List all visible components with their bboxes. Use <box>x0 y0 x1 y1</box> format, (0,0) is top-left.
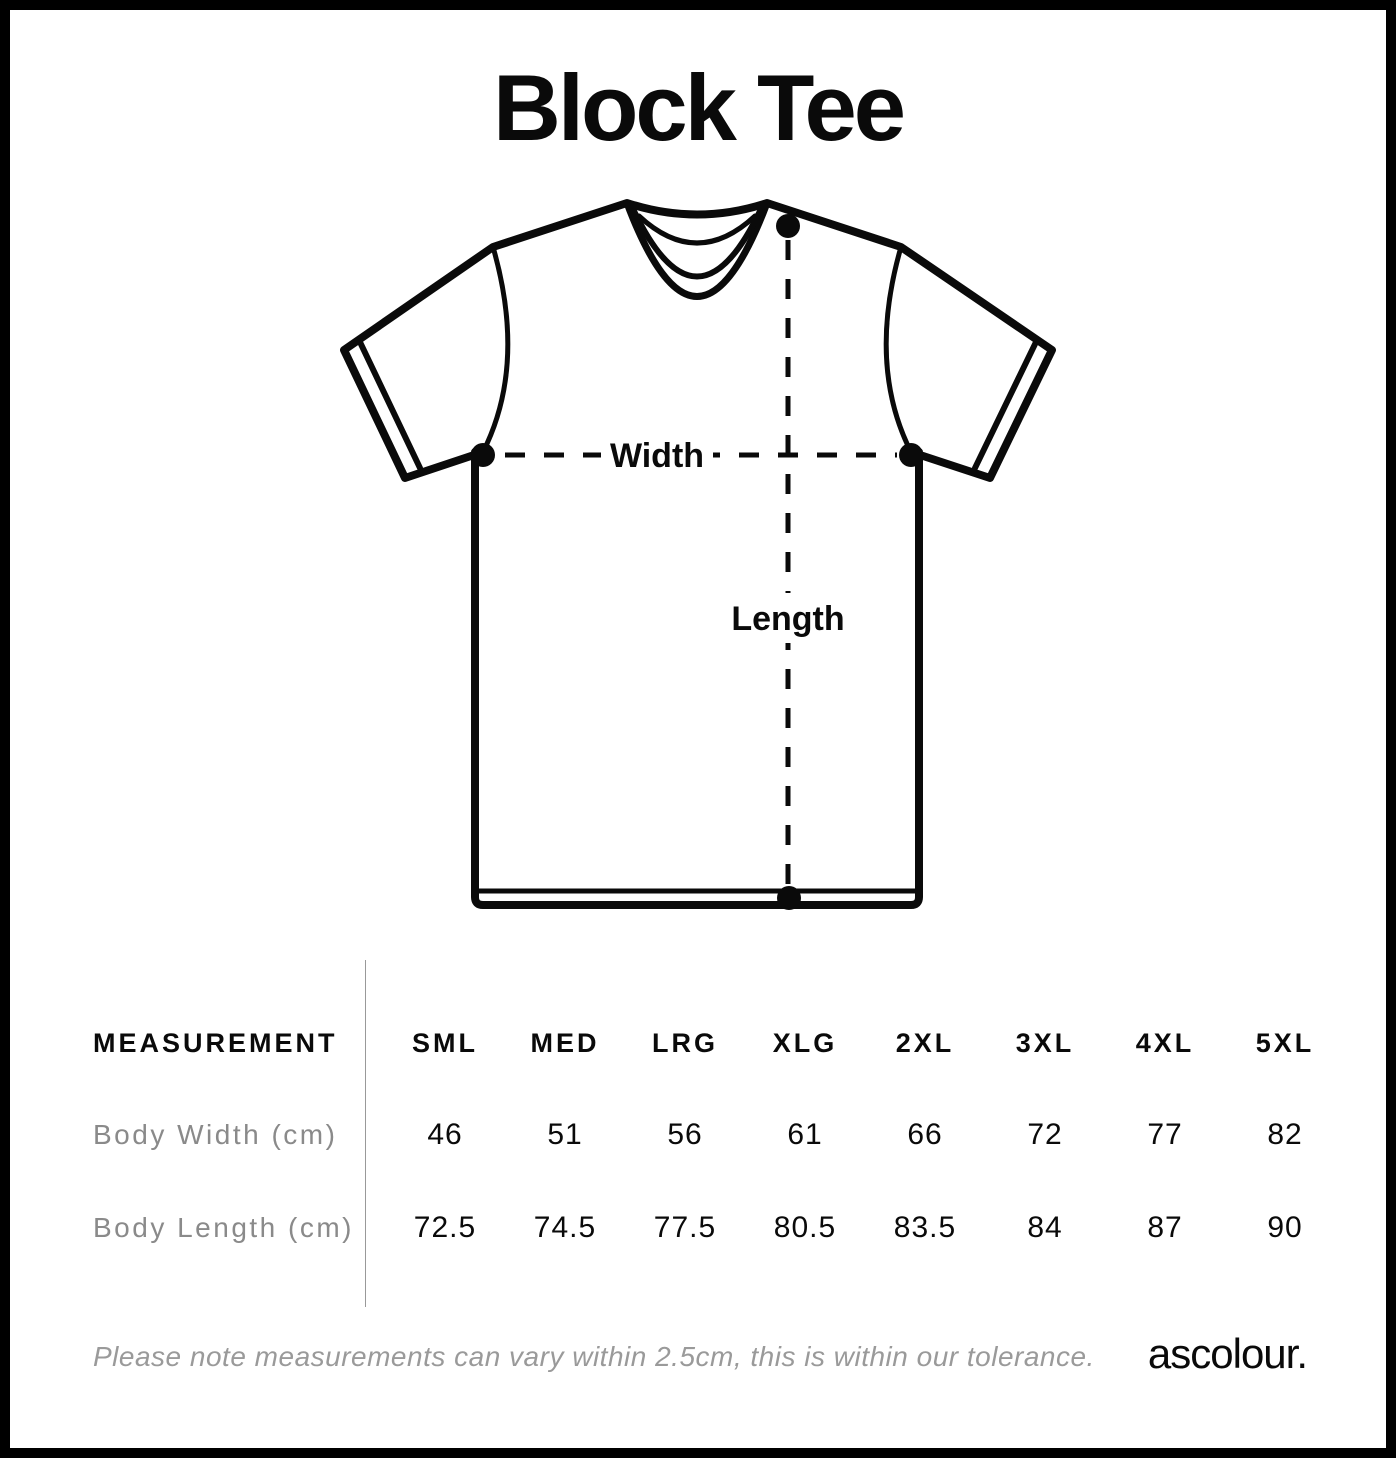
body-length-row: 72.5 74.5 77.5 80.5 83.5 84 87 90 <box>385 1208 1345 1248</box>
body-length-value-5xl: 90 <box>1267 1211 1303 1244</box>
body-length-value-4xl: 87 <box>1147 1211 1183 1244</box>
shoulder-dot <box>776 214 800 238</box>
body-width-value-sml: 46 <box>427 1118 463 1151</box>
page-title: Block Tee <box>492 55 906 160</box>
right-armpit-dot <box>899 443 923 467</box>
body-length-value-med: 74.5 <box>533 1211 597 1244</box>
length-label: Length <box>731 600 844 638</box>
width-label-backplate <box>601 431 713 479</box>
brand-logo: ascolour. <box>1147 1330 1308 1377</box>
body-width-row: 46 51 56 61 66 72 77 82 <box>385 1115 1345 1155</box>
size-column-header-3xl: 3XL <box>1015 1028 1075 1058</box>
width-label: Width <box>610 437 704 475</box>
body-length-value-lrg: 77.5 <box>653 1211 717 1244</box>
left-cuff-line <box>356 337 423 471</box>
size-header-row: SML MED LRG XLG 2XL 3XL 4XL 5XL <box>385 1023 1345 1063</box>
body-length-value-3xl: 84 <box>1027 1211 1063 1244</box>
tee-outline <box>340 199 1056 909</box>
left-armhole-seam <box>480 244 511 455</box>
body-length-value-2xl: 83.5 <box>893 1211 957 1244</box>
size-column-header-4xl: 4XL <box>1135 1028 1195 1058</box>
right-cuff-line <box>972 337 1040 471</box>
collar-rib-curve <box>631 208 763 280</box>
body-width-value-5xl: 82 <box>1267 1118 1303 1151</box>
left-armpit-dot <box>471 443 495 467</box>
body-width-value-med: 51 <box>547 1118 583 1151</box>
size-column-header-lrg: LRG <box>652 1028 718 1058</box>
measurement-column-header: MEASUREMENT <box>93 1028 338 1058</box>
tolerance-note: Please note measurements can vary within… <box>93 1341 1095 1372</box>
size-column-header-2xl: 2XL <box>895 1028 955 1058</box>
body-width-value-lrg: 56 <box>667 1118 703 1151</box>
size-column-header-sml: SML <box>412 1028 478 1058</box>
body-width-value-xlg: 61 <box>787 1118 823 1151</box>
size-column-header-med: MED <box>530 1028 600 1058</box>
length-label-backplate <box>722 593 855 643</box>
size-column-header-xlg: XLG <box>772 1028 838 1058</box>
body-length-value-xlg: 80.5 <box>773 1211 837 1244</box>
body-width-value-2xl: 66 <box>907 1118 943 1151</box>
body-length-value-sml: 72.5 <box>413 1211 477 1244</box>
body-width-value-4xl: 77 <box>1147 1118 1183 1151</box>
body-width-row-label: Body Width (cm) <box>93 1119 338 1150</box>
body-width-value-3xl: 72 <box>1027 1118 1063 1151</box>
tee-measurement-diagram: Width Length <box>340 199 1056 910</box>
body-length-row-label: Body Length (cm) <box>93 1212 354 1243</box>
collar-back-curve <box>636 213 758 246</box>
hem-dot <box>777 886 801 910</box>
collar-outer-curve <box>623 199 771 300</box>
table-divider-line <box>365 960 366 1307</box>
size-column-header-5xl: 5XL <box>1255 1028 1315 1058</box>
right-armhole-seam <box>883 244 914 455</box>
